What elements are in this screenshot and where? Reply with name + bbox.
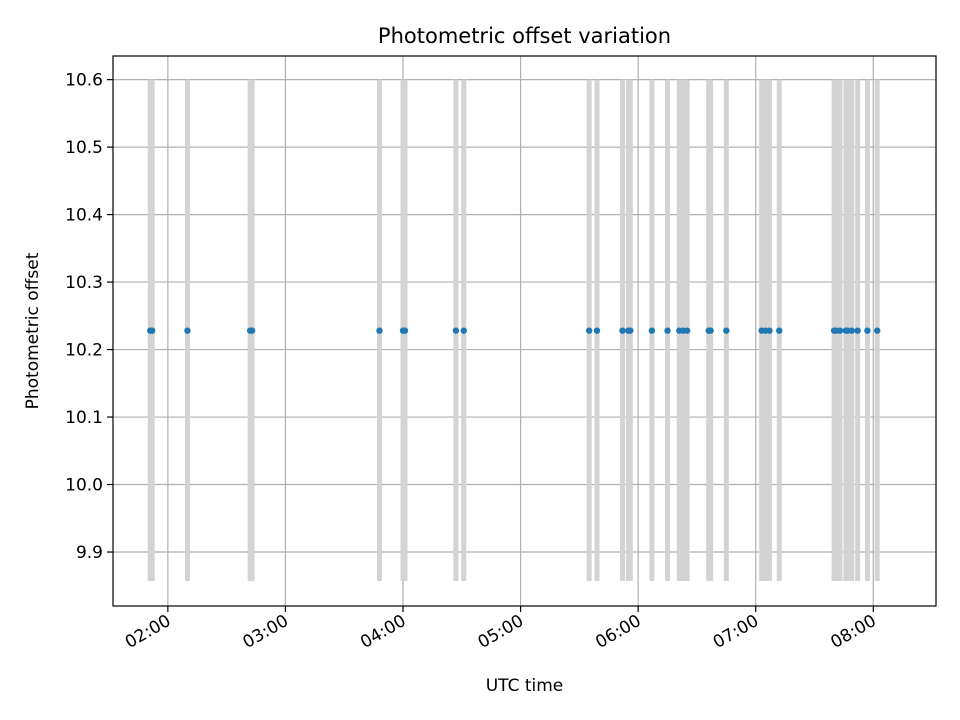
data-point: [148, 327, 156, 334]
y-tick-label: 10.1: [65, 408, 103, 428]
data-point: [664, 327, 671, 334]
data-point: [627, 327, 634, 334]
data-point: [848, 327, 855, 334]
data-point: [874, 327, 881, 334]
y-tick-label: 10.6: [65, 71, 103, 91]
data-point: [184, 327, 191, 334]
plot-frame: [112, 55, 937, 607]
y-tick-label: 10.4: [65, 206, 103, 226]
data-point: [401, 327, 409, 334]
x-axis-label: UTC time: [486, 676, 564, 696]
chart-title: Photometric offset variation: [378, 24, 671, 48]
data-point: [452, 327, 460, 334]
data-point: [854, 327, 861, 334]
data-point: [864, 327, 871, 334]
y-tick-label: 10.2: [65, 341, 103, 361]
y-tick-label: 10.0: [65, 476, 103, 496]
data-point: [376, 327, 383, 334]
data-point: [460, 327, 467, 334]
data-point: [683, 327, 691, 334]
data-point: [836, 327, 844, 334]
y-tick-label: 10.3: [65, 273, 103, 293]
data-point: [707, 327, 714, 334]
data-point: [619, 327, 626, 334]
data-point: [766, 327, 773, 334]
y-tick-label: 10.5: [65, 138, 103, 158]
data-point: [248, 327, 256, 334]
point-layer: [147, 327, 881, 334]
data-point: [593, 327, 601, 334]
y-tick-label: 9.9: [76, 543, 103, 563]
y-axis-label: Photometric offset: [23, 252, 43, 409]
data-point: [776, 327, 783, 334]
data-point: [648, 327, 656, 334]
data-point: [723, 327, 730, 334]
data-point: [585, 327, 593, 334]
